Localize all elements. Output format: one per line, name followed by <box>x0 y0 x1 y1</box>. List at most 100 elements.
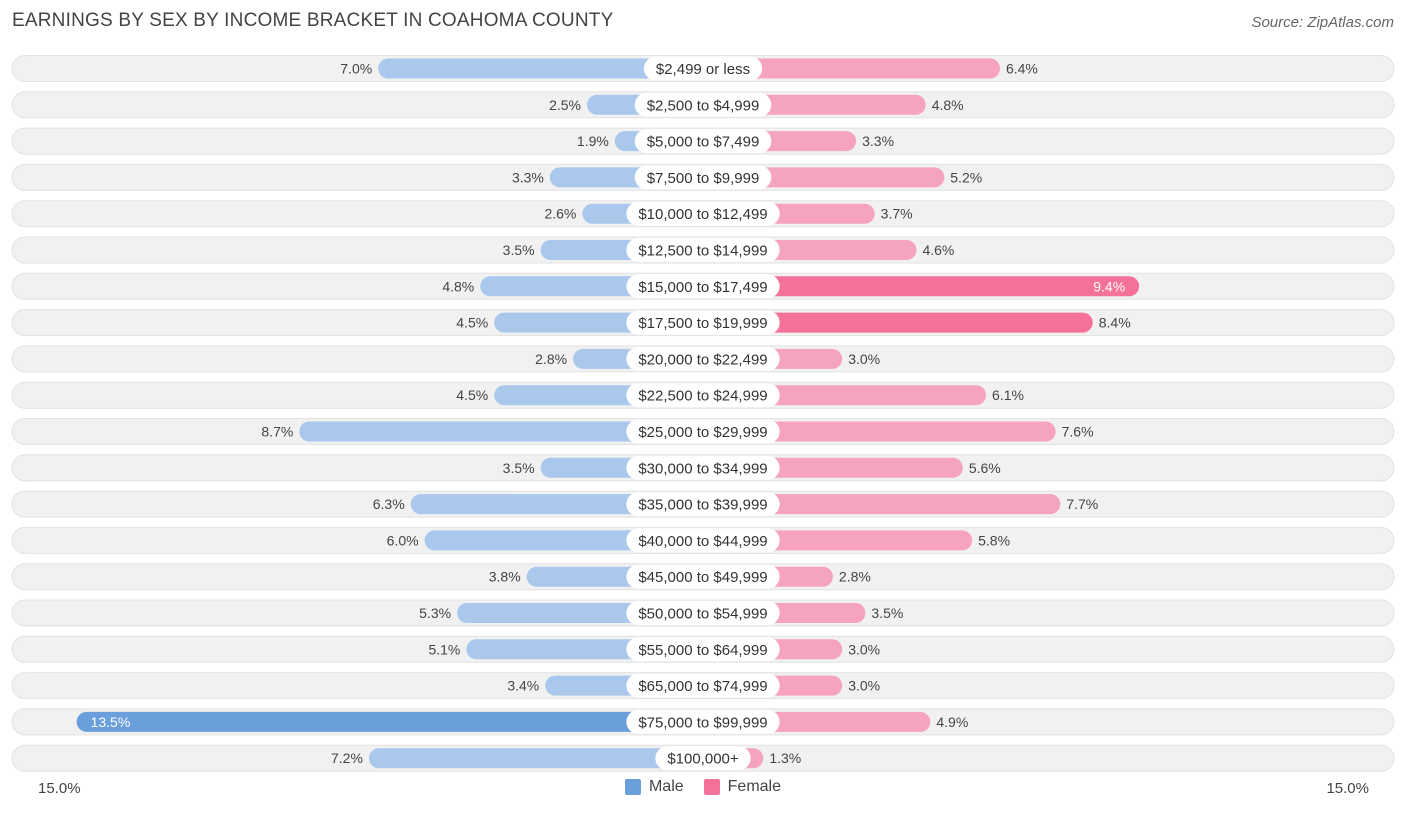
category-label: $2,499 or less <box>656 61 750 78</box>
category-label: $75,000 to $99,999 <box>638 714 767 731</box>
category-label-bg <box>626 383 780 408</box>
male-value-label: 8.7% <box>261 424 293 440</box>
category-label: $7,500 to $9,999 <box>647 170 760 187</box>
category-label-bg <box>643 56 763 81</box>
category-label: $55,000 to $64,999 <box>638 642 767 659</box>
category-label-bg <box>655 746 751 771</box>
female-value-label: 9.4% <box>1093 278 1125 294</box>
female-value-label: 5.6% <box>969 460 1001 476</box>
male-value-label: 3.5% <box>503 460 535 476</box>
category-label-bg <box>626 528 780 553</box>
female-bar <box>703 276 1140 297</box>
category-label-bg <box>626 274 780 299</box>
female-value-label: 4.6% <box>922 242 954 258</box>
male-bar <box>378 58 703 79</box>
legend-item-male[interactable]: Male <box>624 778 684 796</box>
category-label: $20,000 to $22,499 <box>638 351 767 368</box>
male-value-label: 6.0% <box>387 532 419 548</box>
female-bar <box>703 494 1061 515</box>
male-bar <box>299 421 703 442</box>
male-value-label: 1.9% <box>577 133 609 149</box>
category-label: $35,000 to $39,999 <box>638 497 767 514</box>
legend-male-label: Male <box>648 778 684 795</box>
female-value-label: 3.5% <box>871 605 903 621</box>
female-value-label: 3.0% <box>848 641 880 657</box>
male-value-label: 5.1% <box>428 641 460 657</box>
category-label-bg <box>626 564 780 589</box>
male-bar <box>368 748 703 769</box>
male-bar <box>76 711 704 732</box>
female-value-label: 4.9% <box>936 714 968 730</box>
female-value-label: 6.1% <box>992 387 1024 403</box>
female-swatch <box>703 779 720 795</box>
category-label-bg <box>626 492 780 517</box>
category-label: $40,000 to $44,999 <box>638 533 767 550</box>
source-label: Source: ZipAtlas.com <box>1251 14 1394 31</box>
female-bar <box>703 58 1000 79</box>
category-label-bg <box>626 201 780 226</box>
male-value-label: 7.0% <box>340 61 372 77</box>
female-value-label: 5.8% <box>978 532 1010 548</box>
male-value-label: 7.2% <box>331 750 363 766</box>
category-label: $45,000 to $49,999 <box>638 569 767 586</box>
male-value-label: 2.8% <box>535 351 567 367</box>
male-value-label: 4.8% <box>442 278 474 294</box>
category-label: $5,000 to $7,499 <box>647 134 760 151</box>
male-value-label: 4.5% <box>456 315 488 331</box>
category-label: $10,000 to $12,499 <box>638 206 767 223</box>
male-value-label: 3.4% <box>507 678 539 694</box>
male-value-label: 4.5% <box>456 387 488 403</box>
female-bar <box>703 312 1093 333</box>
chart-title: EARNINGS BY SEX BY INCOME BRACKET IN COA… <box>12 10 614 31</box>
female-value-label: 6.4% <box>1006 61 1038 77</box>
female-value-label: 7.7% <box>1066 496 1098 512</box>
category-label: $30,000 to $34,999 <box>638 460 767 477</box>
male-value-label: 6.3% <box>373 496 405 512</box>
male-value-label: 2.5% <box>549 97 581 113</box>
category-label: $100,000+ <box>667 751 739 768</box>
male-value-label: 13.5% <box>91 714 131 730</box>
bar-chart: 7.0% 6.4% $2,499 or less 2.5% 4.8% $2,500 to … <box>11 55 1395 772</box>
category-label-bg <box>626 419 780 444</box>
category-label-bg <box>626 673 780 698</box>
category-label: $15,000 to $17,499 <box>638 279 767 296</box>
male-value-label: 3.5% <box>503 242 535 258</box>
category-label-bg <box>626 601 780 625</box>
male-value-label: 3.3% <box>512 169 544 185</box>
category-label-bg <box>626 346 780 371</box>
legend-item-female[interactable]: Female <box>703 778 782 796</box>
female-value-label: 1.3% <box>769 750 801 766</box>
category-label-bg <box>626 310 780 335</box>
category-label-bg <box>626 238 780 262</box>
category-label: $2,500 to $4,999 <box>647 97 760 114</box>
male-value-label: 2.6% <box>544 206 576 222</box>
category-label-bg <box>626 637 780 662</box>
female-value-label: 3.7% <box>881 206 913 222</box>
male-value-label: 5.3% <box>419 605 451 621</box>
male-swatch <box>624 779 641 795</box>
female-bar <box>703 421 1056 442</box>
female-value-label: 5.2% <box>950 169 982 185</box>
category-label-bg <box>634 92 772 117</box>
category-label: $25,000 to $29,999 <box>638 424 767 441</box>
female-value-label: 3.3% <box>862 133 894 149</box>
category-label-bg <box>626 455 780 480</box>
category-label: $22,500 to $24,999 <box>638 388 767 405</box>
female-value-label: 7.6% <box>1062 424 1094 440</box>
female-value-label: 4.8% <box>932 97 964 113</box>
category-label: $12,500 to $14,999 <box>638 243 767 260</box>
axis-right-label: 15.0% <box>1326 780 1369 797</box>
female-value-label: 8.4% <box>1099 315 1131 331</box>
category-label-bg <box>634 165 772 190</box>
category-label: $65,000 to $74,999 <box>638 678 767 695</box>
legend: Male Female <box>0 778 1406 796</box>
category-label: $17,500 to $19,999 <box>638 315 767 332</box>
female-value-label: 2.8% <box>839 569 871 585</box>
legend-female-label: Female <box>727 778 782 795</box>
female-value-label: 3.0% <box>848 351 880 367</box>
male-value-label: 3.8% <box>489 569 521 585</box>
category-label: $50,000 to $54,999 <box>638 606 767 623</box>
category-label-bg <box>634 129 772 154</box>
category-label-bg <box>626 709 780 734</box>
female-value-label: 3.0% <box>848 678 880 694</box>
